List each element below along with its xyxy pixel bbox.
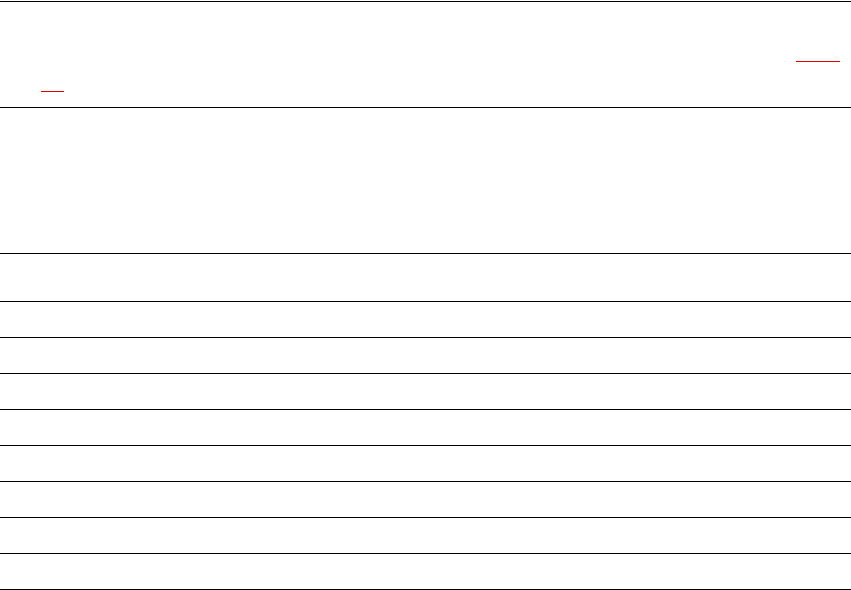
header-row-divider [0, 107, 851, 108]
table-top-border [0, 1, 851, 2]
link-underline-mark[interactable] [796, 61, 840, 62]
link-underline-mark[interactable] [41, 91, 64, 92]
table-row-divider [0, 553, 851, 554]
table-row-divider [0, 517, 851, 518]
table-row-divider [0, 301, 851, 302]
table-row-divider [0, 481, 851, 482]
header-row-divider [0, 253, 851, 254]
table-row-divider [0, 409, 851, 410]
table-row-divider [0, 373, 851, 374]
table-row-divider [0, 445, 851, 446]
table-row-divider [0, 337, 851, 338]
